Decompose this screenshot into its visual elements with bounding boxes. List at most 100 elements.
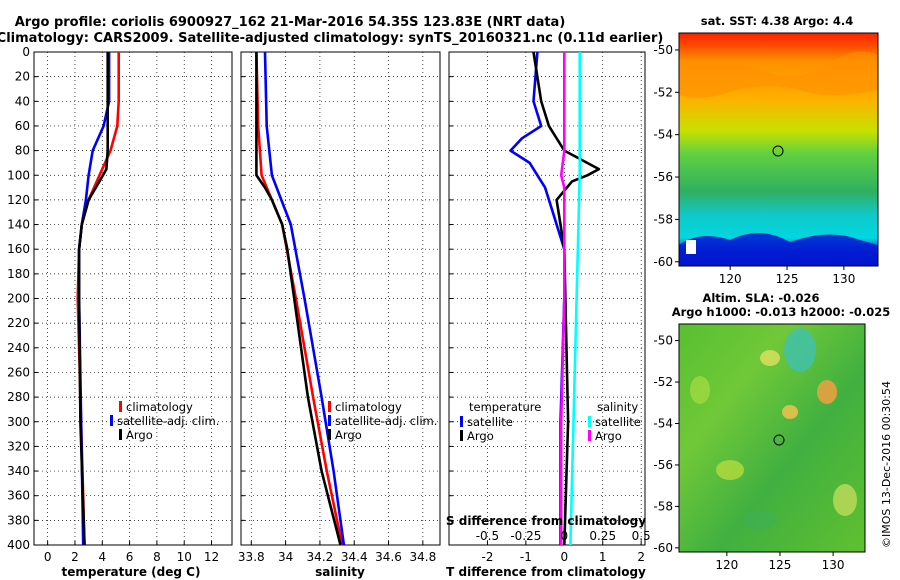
legend-swatch-satellite-adj <box>328 415 331 426</box>
y-tick-label: 40 <box>15 94 30 108</box>
y-tick-label: 400 <box>7 538 30 552</box>
legend-swatch-t-satellite <box>460 416 463 427</box>
map-x-tick-label: 130 <box>822 558 845 572</box>
y-tick-label: 80 <box>15 144 30 158</box>
legend-title-salinity: salinity <box>597 400 638 414</box>
x-tick-label: 4 <box>98 550 106 564</box>
x-tick-label: 34.6 <box>375 550 402 564</box>
sla-map-title-line2: Argo h1000: -0.013 h2000: -0.025 <box>672 305 891 319</box>
y-tick-label: 320 <box>7 439 30 453</box>
legend-label-argo: Argo <box>126 428 153 442</box>
sla-blob <box>782 405 798 419</box>
y-tick-label: 380 <box>7 513 30 527</box>
y-tick-label: 120 <box>7 193 30 207</box>
salinity-panel: 33.8 34 34.2 34.4 34.6 34.8 salinity climatol… <box>238 51 441 579</box>
s-tick-label: -0.25 <box>510 529 541 543</box>
sst-cold-patch <box>679 232 878 266</box>
temperature-legend: climatology satellite-adj. clim. Argo <box>110 400 219 442</box>
y-tick-label: 220 <box>7 316 30 330</box>
y-tick-label: 240 <box>7 341 30 355</box>
map-y-tick-label: -50 <box>653 334 673 348</box>
legend-label-s-satellite: satellite <box>595 415 641 429</box>
s-tick-label: 0.25 <box>589 529 616 543</box>
map-y-tick-label: -54 <box>653 128 673 142</box>
x-tick-label: 6 <box>126 550 134 564</box>
sst-map: sat. SST: 4.38 Argo: 4.4 -50 -52 -54 -56 -58… <box>653 14 879 286</box>
series-line-argo <box>255 52 342 546</box>
legend-swatch-argo <box>119 429 122 440</box>
y-tick-label: 140 <box>7 218 30 232</box>
legend-title-temperature: temperature <box>469 400 541 414</box>
map-y-tick-label: -56 <box>653 458 673 472</box>
legend-swatch-climatology <box>328 401 331 412</box>
s-tick-label: 0 <box>560 529 568 543</box>
y-tick-label: 340 <box>7 464 30 478</box>
imos-credit: ©IMOS 13-Dec-2016 00:30:54 <box>880 381 893 548</box>
y-tick-label: 180 <box>7 267 30 281</box>
sst-map-frame <box>678 32 879 267</box>
x-tick-label: 0 <box>44 550 52 564</box>
map-x-tick-label: 120 <box>719 272 742 286</box>
sla-map-frame <box>678 323 866 553</box>
sla-blob <box>833 484 857 516</box>
x-tick-label: 8 <box>153 550 161 564</box>
series-line-s-satellite <box>569 52 582 546</box>
map-y-tick-label: -52 <box>653 85 673 99</box>
salinity-legend: climatology satellite-adj. clim. Argo <box>328 400 437 442</box>
sla-blob <box>744 510 776 530</box>
difference-axes-frame <box>448 51 646 546</box>
map-y-tick-label: -56 <box>653 170 673 184</box>
map-x-tick-label: 120 <box>715 558 738 572</box>
x-tick-label: 34.8 <box>409 550 436 564</box>
legend-label-climatology: climatology <box>335 400 402 414</box>
map-y-tick-label: -58 <box>653 499 673 513</box>
temperature-panel: 0204060801001201401601802002202402602803… <box>7 45 233 579</box>
difference-xlabel: T difference from climatology <box>446 565 646 579</box>
difference-panel: -2 -1 0 1 2 T difference from climatology S … <box>446 51 651 579</box>
y-tick-label: 0 <box>22 45 30 59</box>
sla-blob <box>817 380 837 404</box>
legend-swatch-climatology <box>119 401 122 412</box>
x-tick-label: 2 <box>71 550 79 564</box>
x-tick-label: 34.4 <box>341 550 368 564</box>
legend-swatch-argo <box>328 429 331 440</box>
legend-label-satellite-adj: satellite-adj. clim. <box>117 414 219 428</box>
y-tick-label: 200 <box>7 292 30 306</box>
legend-label-climatology: climatology <box>126 400 193 414</box>
map-y-tick-label: -54 <box>653 416 673 430</box>
sst-land-patch <box>686 240 696 254</box>
sla-blob <box>760 350 780 366</box>
series-line-satellite-adj-clim- <box>263 51 346 546</box>
s-difference-xlabel: S difference from climatology <box>446 514 646 528</box>
chart-title-line1: Argo profile: coriolis 6900927_162 21-Ma… <box>15 15 566 30</box>
map-y-tick-label: -58 <box>653 212 673 226</box>
x-tick-label: 0 <box>560 550 568 564</box>
y-tick-label: 260 <box>7 365 30 379</box>
y-tick-label: 160 <box>7 242 30 256</box>
sla-blob <box>784 328 816 372</box>
x-tick-label: 12 <box>204 550 219 564</box>
s-tick-label: 0.5 <box>632 529 651 543</box>
sst-profile-marker <box>772 145 784 157</box>
temperature-xlabel: temperature (deg C) <box>62 565 201 579</box>
map-x-tick-label: 125 <box>769 558 792 572</box>
sst-warm-patch <box>679 51 878 98</box>
chart-title-line2: Climatology: CARS2009. Satellite-adjuste… <box>0 31 663 46</box>
legend-label-s-argo: Argo <box>595 429 622 443</box>
y-tick-label: 20 <box>15 70 30 84</box>
map-y-tick-label: -52 <box>653 375 673 389</box>
x-tick-label: 34.2 <box>307 550 334 564</box>
legend-swatch-t-argo <box>460 430 463 441</box>
map-y-tick-label: -60 <box>653 255 673 269</box>
x-tick-label: -2 <box>481 550 493 564</box>
sla-blob <box>716 460 744 480</box>
legend-label-t-satellite: satellite <box>467 415 513 429</box>
sla-map-title-line1: Altim. SLA: -0.026 <box>702 291 819 305</box>
x-tick-label: 10 <box>177 550 192 564</box>
legend-label-satellite-adj: satellite-adj. clim. <box>335 414 437 428</box>
salinity-xlabel: salinity <box>315 565 365 579</box>
x-tick-label: 2 <box>637 550 645 564</box>
map-x-tick-label: 125 <box>776 272 799 286</box>
series-line-s-argo <box>559 52 566 545</box>
